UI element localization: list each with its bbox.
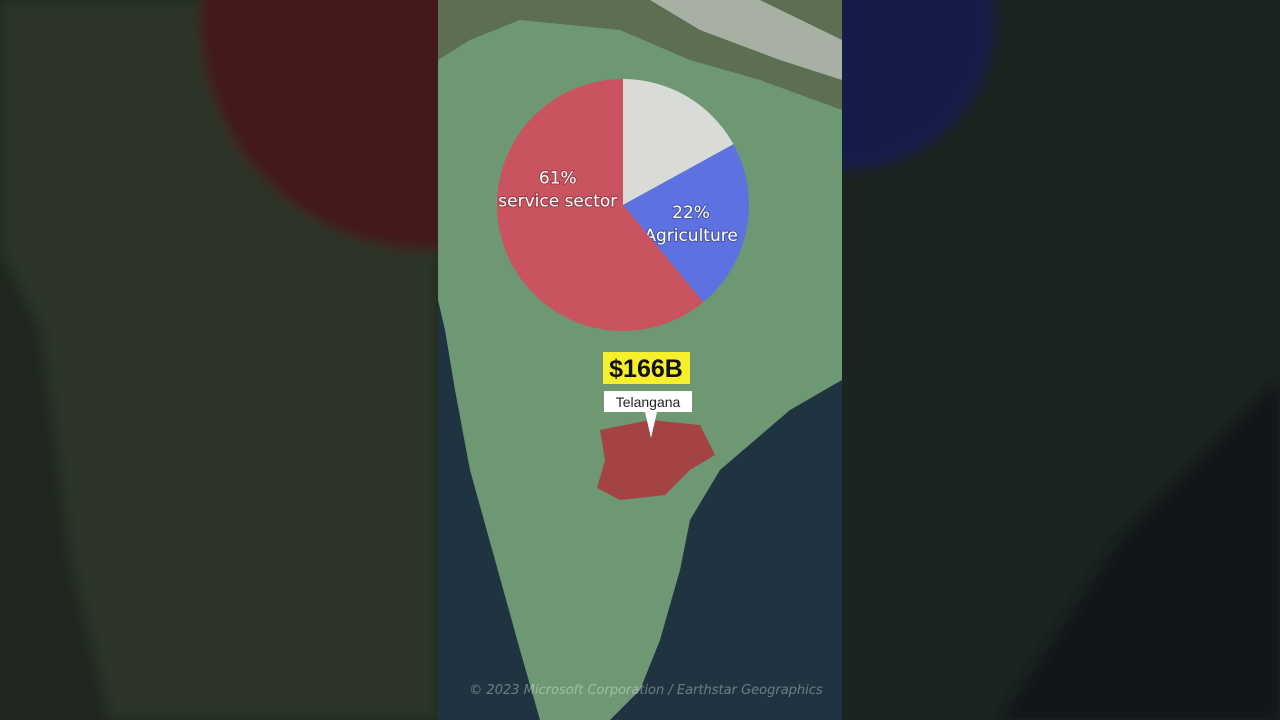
pie-slice (497, 79, 704, 332)
value-badge-text: $166B (609, 355, 683, 383)
region-label-box (604, 391, 692, 412)
value-badge (603, 352, 690, 384)
attribution: © 2023 Microsoft Corporation / Earthstar… (469, 683, 823, 698)
snow (650, 0, 842, 80)
right-dim (842, 0, 1280, 720)
region-label: Telangana (616, 394, 681, 410)
slice-value-label: 22% (672, 203, 710, 223)
telangana-shape (597, 420, 715, 500)
slice-category-label: Agriculture (644, 226, 738, 246)
slice-value-label: 61% (539, 168, 577, 188)
pie-slice (623, 79, 734, 205)
right-blur-sea (1000, 380, 1280, 720)
slice-category-label: service sector (498, 191, 617, 211)
pie-slice (623, 144, 749, 303)
region-label-pointer (645, 412, 657, 438)
pie-chart: 22% Agriculture 61% service sector (497, 79, 749, 332)
left-dim (0, 0, 438, 720)
